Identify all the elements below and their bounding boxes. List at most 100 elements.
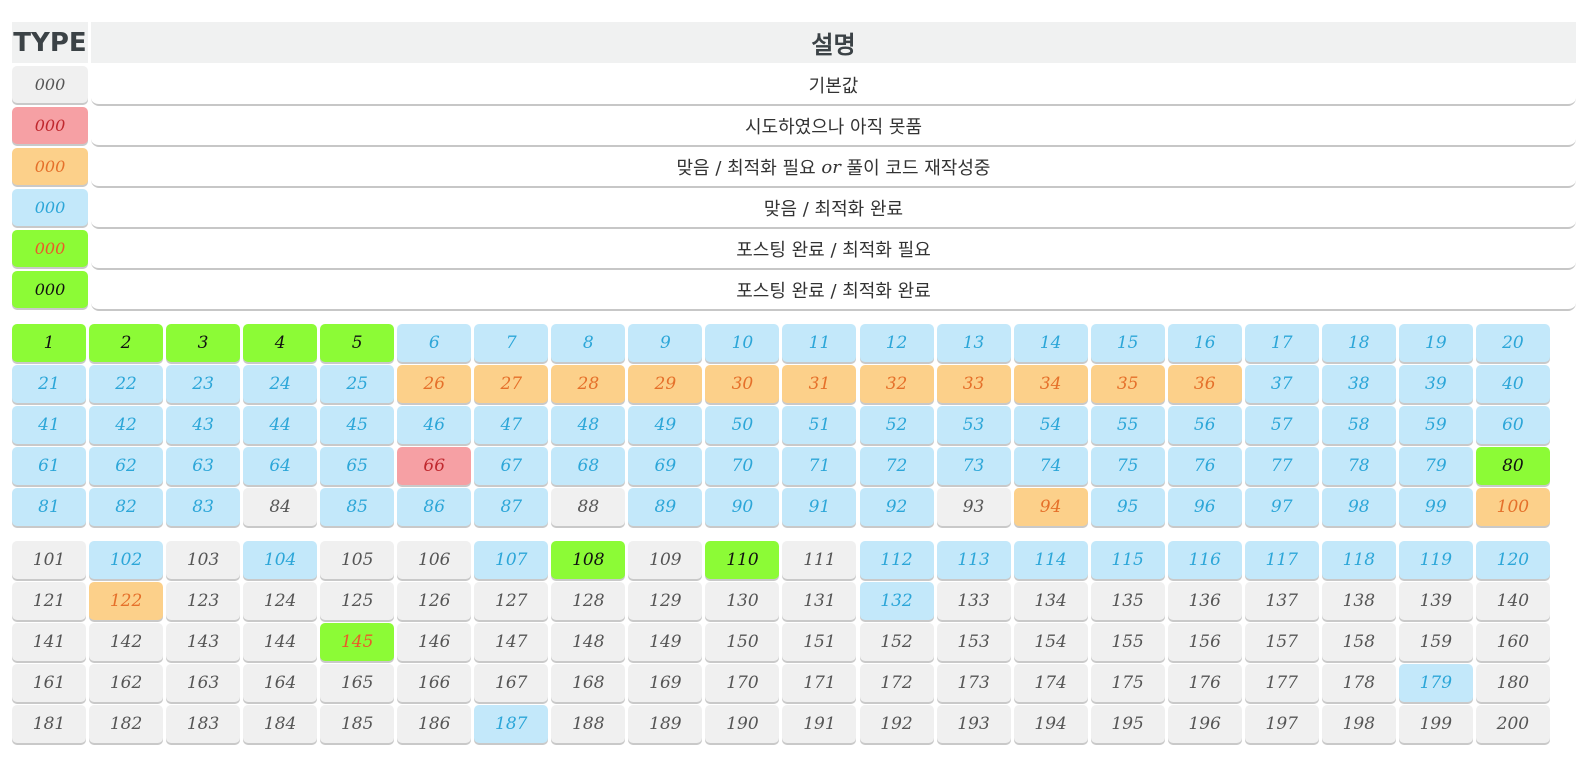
problem-cell[interactable]: 40 bbox=[1475, 365, 1550, 403]
problem-cell[interactable]: 47 bbox=[474, 406, 549, 444]
problem-cell[interactable]: 139 bbox=[1398, 582, 1473, 620]
problem-cell[interactable]: 53 bbox=[936, 406, 1011, 444]
problem-cell[interactable]: 183 bbox=[166, 705, 241, 743]
problem-cell[interactable]: 106 bbox=[397, 541, 472, 579]
problem-cell[interactable]: 23 bbox=[166, 365, 241, 403]
problem-cell[interactable]: 105 bbox=[320, 541, 395, 579]
problem-cell[interactable]: 126 bbox=[397, 582, 472, 620]
problem-cell[interactable]: 137 bbox=[1244, 582, 1319, 620]
problem-cell[interactable]: 10 bbox=[705, 324, 780, 362]
problem-cell[interactable]: 189 bbox=[628, 705, 703, 743]
problem-cell[interactable]: 184 bbox=[243, 705, 318, 743]
problem-cell[interactable]: 124 bbox=[243, 582, 318, 620]
problem-cell[interactable]: 100 bbox=[1475, 488, 1550, 526]
problem-cell[interactable]: 61 bbox=[12, 447, 86, 485]
problem-cell[interactable]: 178 bbox=[1321, 664, 1396, 702]
problem-cell[interactable]: 60 bbox=[1475, 406, 1550, 444]
problem-cell[interactable]: 49 bbox=[628, 406, 703, 444]
problem-cell[interactable]: 176 bbox=[1167, 664, 1242, 702]
problem-cell[interactable]: 144 bbox=[243, 623, 318, 661]
problem-cell[interactable]: 121 bbox=[12, 582, 86, 620]
problem-cell[interactable]: 87 bbox=[474, 488, 549, 526]
problem-cell[interactable]: 163 bbox=[166, 664, 241, 702]
problem-cell[interactable]: 188 bbox=[551, 705, 626, 743]
problem-cell[interactable]: 167 bbox=[474, 664, 549, 702]
problem-cell[interactable]: 7 bbox=[474, 324, 549, 362]
problem-cell[interactable]: 134 bbox=[1013, 582, 1088, 620]
problem-cell[interactable]: 187 bbox=[474, 705, 549, 743]
problem-cell[interactable]: 20 bbox=[1475, 324, 1550, 362]
problem-cell[interactable]: 80 bbox=[1475, 447, 1550, 485]
problem-cell[interactable]: 190 bbox=[705, 705, 780, 743]
problem-cell[interactable]: 162 bbox=[89, 664, 164, 702]
problem-cell[interactable]: 1 bbox=[12, 324, 86, 362]
problem-cell[interactable]: 102 bbox=[89, 541, 164, 579]
problem-cell[interactable]: 50 bbox=[705, 406, 780, 444]
problem-cell[interactable]: 186 bbox=[397, 705, 472, 743]
problem-cell[interactable]: 195 bbox=[1090, 705, 1165, 743]
problem-cell[interactable]: 17 bbox=[1244, 324, 1319, 362]
problem-cell[interactable]: 158 bbox=[1321, 623, 1396, 661]
problem-cell[interactable]: 179 bbox=[1398, 664, 1473, 702]
problem-cell[interactable]: 67 bbox=[474, 447, 549, 485]
problem-cell[interactable]: 12 bbox=[859, 324, 934, 362]
problem-cell[interactable]: 142 bbox=[89, 623, 164, 661]
problem-cell[interactable]: 57 bbox=[1244, 406, 1319, 444]
problem-cell[interactable]: 95 bbox=[1090, 488, 1165, 526]
problem-cell[interactable]: 39 bbox=[1398, 365, 1473, 403]
problem-cell[interactable]: 68 bbox=[551, 447, 626, 485]
problem-cell[interactable]: 83 bbox=[166, 488, 241, 526]
problem-cell[interactable]: 182 bbox=[89, 705, 164, 743]
problem-cell[interactable]: 77 bbox=[1244, 447, 1319, 485]
problem-cell[interactable]: 75 bbox=[1090, 447, 1165, 485]
problem-cell[interactable]: 145 bbox=[320, 623, 395, 661]
problem-cell[interactable]: 69 bbox=[628, 447, 703, 485]
problem-cell[interactable]: 78 bbox=[1321, 447, 1396, 485]
problem-cell[interactable]: 198 bbox=[1321, 705, 1396, 743]
problem-cell[interactable]: 38 bbox=[1321, 365, 1396, 403]
problem-cell[interactable]: 108 bbox=[551, 541, 626, 579]
problem-cell[interactable]: 43 bbox=[166, 406, 241, 444]
problem-cell[interactable]: 118 bbox=[1321, 541, 1396, 579]
problem-cell[interactable]: 16 bbox=[1167, 324, 1242, 362]
problem-cell[interactable]: 48 bbox=[551, 406, 626, 444]
problem-cell[interactable]: 128 bbox=[551, 582, 626, 620]
problem-cell[interactable]: 148 bbox=[551, 623, 626, 661]
problem-cell[interactable]: 84 bbox=[243, 488, 318, 526]
problem-cell[interactable]: 147 bbox=[474, 623, 549, 661]
problem-cell[interactable]: 165 bbox=[320, 664, 395, 702]
problem-cell[interactable]: 199 bbox=[1398, 705, 1473, 743]
problem-cell[interactable]: 46 bbox=[397, 406, 472, 444]
problem-cell[interactable]: 119 bbox=[1398, 541, 1473, 579]
problem-cell[interactable]: 200 bbox=[1475, 705, 1550, 743]
problem-cell[interactable]: 58 bbox=[1321, 406, 1396, 444]
problem-cell[interactable]: 74 bbox=[1013, 447, 1088, 485]
problem-cell[interactable]: 151 bbox=[782, 623, 857, 661]
problem-cell[interactable]: 170 bbox=[705, 664, 780, 702]
problem-cell[interactable]: 98 bbox=[1321, 488, 1396, 526]
problem-cell[interactable]: 92 bbox=[859, 488, 934, 526]
problem-cell[interactable]: 153 bbox=[936, 623, 1011, 661]
problem-cell[interactable]: 76 bbox=[1167, 447, 1242, 485]
problem-cell[interactable]: 13 bbox=[936, 324, 1011, 362]
problem-cell[interactable]: 193 bbox=[936, 705, 1011, 743]
problem-cell[interactable]: 65 bbox=[320, 447, 395, 485]
problem-cell[interactable]: 110 bbox=[705, 541, 780, 579]
problem-cell[interactable]: 42 bbox=[89, 406, 164, 444]
problem-cell[interactable]: 185 bbox=[320, 705, 395, 743]
problem-cell[interactable]: 96 bbox=[1167, 488, 1242, 526]
problem-cell[interactable]: 6 bbox=[397, 324, 472, 362]
problem-cell[interactable]: 56 bbox=[1167, 406, 1242, 444]
problem-cell[interactable]: 62 bbox=[89, 447, 164, 485]
problem-cell[interactable]: 166 bbox=[397, 664, 472, 702]
problem-cell[interactable]: 85 bbox=[320, 488, 395, 526]
problem-cell[interactable]: 35 bbox=[1090, 365, 1165, 403]
problem-cell[interactable]: 72 bbox=[859, 447, 934, 485]
problem-cell[interactable]: 171 bbox=[782, 664, 857, 702]
problem-cell[interactable]: 44 bbox=[243, 406, 318, 444]
problem-cell[interactable]: 25 bbox=[320, 365, 395, 403]
problem-cell[interactable]: 138 bbox=[1321, 582, 1396, 620]
problem-cell[interactable]: 181 bbox=[12, 705, 86, 743]
problem-cell[interactable]: 194 bbox=[1013, 705, 1088, 743]
problem-cell[interactable]: 192 bbox=[859, 705, 934, 743]
